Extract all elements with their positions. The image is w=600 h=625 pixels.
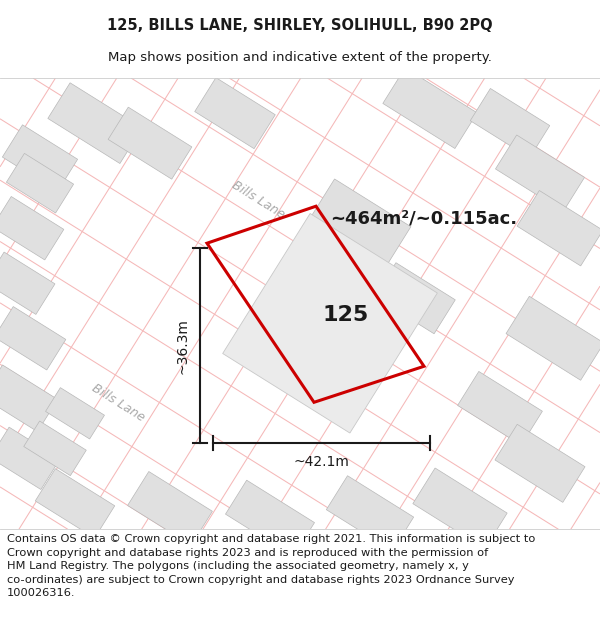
Polygon shape [326, 476, 413, 551]
Polygon shape [223, 214, 437, 433]
Text: 125, BILLS LANE, SHIRLEY, SOLIHULL, B90 2PQ: 125, BILLS LANE, SHIRLEY, SOLIHULL, B90 … [107, 18, 493, 32]
Polygon shape [48, 82, 142, 164]
Polygon shape [458, 371, 542, 445]
Text: Contains OS data © Crown copyright and database right 2021. This information is : Contains OS data © Crown copyright and d… [7, 534, 536, 598]
Polygon shape [0, 306, 66, 370]
Text: ~42.1m: ~42.1m [293, 456, 349, 469]
Text: Bills Lane: Bills Lane [89, 382, 147, 424]
Polygon shape [506, 296, 600, 380]
Polygon shape [128, 471, 212, 545]
Polygon shape [46, 388, 104, 439]
Polygon shape [7, 153, 74, 213]
Polygon shape [0, 252, 55, 314]
Polygon shape [2, 125, 77, 191]
Polygon shape [470, 89, 550, 158]
Polygon shape [309, 179, 411, 268]
Polygon shape [495, 424, 585, 503]
Polygon shape [375, 262, 455, 334]
Polygon shape [35, 469, 115, 538]
Polygon shape [496, 135, 584, 211]
Polygon shape [517, 191, 600, 266]
Text: 125: 125 [322, 304, 368, 324]
Text: Map shows position and indicative extent of the property.: Map shows position and indicative extent… [108, 51, 492, 64]
Polygon shape [0, 427, 60, 489]
Text: ~464m²/~0.115ac.: ~464m²/~0.115ac. [330, 209, 517, 227]
Polygon shape [195, 78, 275, 149]
Text: ~36.3m: ~36.3m [176, 318, 190, 374]
Polygon shape [0, 365, 58, 432]
Polygon shape [271, 294, 369, 382]
Text: Bills Lane: Bills Lane [229, 179, 287, 222]
Polygon shape [24, 421, 86, 476]
Polygon shape [226, 480, 314, 556]
Polygon shape [108, 107, 192, 179]
Polygon shape [383, 68, 477, 149]
Polygon shape [0, 196, 64, 260]
Polygon shape [413, 468, 507, 549]
